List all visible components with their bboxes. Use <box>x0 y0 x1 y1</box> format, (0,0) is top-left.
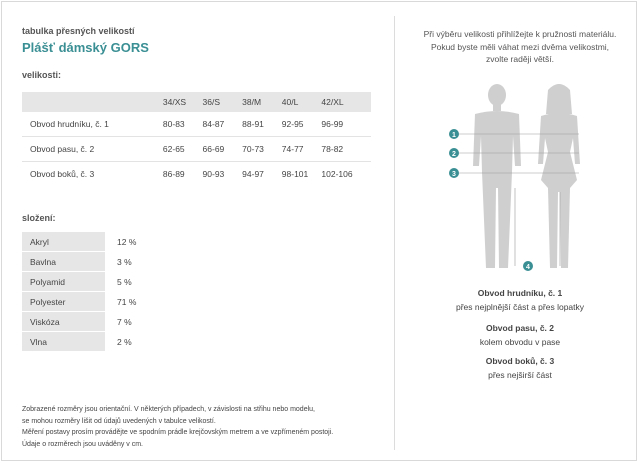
column-divider <box>394 16 395 450</box>
composition-row: Bavlna 3 % <box>22 252 158 272</box>
material-name: Viskóza <box>22 312 105 332</box>
size-value: 94-97 <box>242 169 264 179</box>
svg-text:4: 4 <box>526 264 530 271</box>
marker-1: 1 <box>449 129 459 139</box>
table-row: Obvod hrudníku, č. 1 80-83 84-87 88-91 9… <box>22 112 371 137</box>
legend-heading: Obvod hrudníku, č. 1 <box>477 288 563 298</box>
composition-row: Viskóza 7 % <box>22 312 158 332</box>
table-row: Obvod pasu, č. 2 62-65 66-69 70-73 74-77… <box>22 136 371 162</box>
measurement-lines <box>458 133 579 266</box>
page-subtitle: tabulka přesných velikostí <box>22 26 135 36</box>
composition-table: Akryl 12 % Bavlna 3 % Polyamid 5 % Polye… <box>22 232 158 352</box>
note-line: Zobrazené rozměry jsou orientační. V něk… <box>22 406 315 413</box>
legend-text: přes nejširší část <box>488 370 552 380</box>
material-name: Bavlna <box>22 252 105 272</box>
legend-chest: Obvod hrudníku, č. 1 přes nejplnější čás… <box>402 288 638 312</box>
material-name: Polyamid <box>22 272 105 292</box>
svg-text:2: 2 <box>452 151 456 158</box>
measure-name: Obvod pasu, č. 2 <box>22 136 163 162</box>
size-value: 88-91 <box>242 112 282 137</box>
size-value: 86-89 <box>162 169 185 179</box>
svg-text:1: 1 <box>452 132 456 139</box>
size-col-header: 42/XL <box>321 97 344 107</box>
advice-line: Pokud byste měli váhat mezi dvěma veliko… <box>430 41 610 52</box>
size-value: 74-77 <box>281 136 322 162</box>
size-col-header <box>22 92 163 112</box>
size-col-header: 40/L <box>281 97 299 107</box>
size-col-header: 34/XS <box>162 97 187 107</box>
page-title: Plášť dámský GORS <box>22 40 149 55</box>
note-line: Údaje o rozměrech jsou uváděny v cm. <box>22 440 143 448</box>
legend-text: přes nejplnější část a přes lopatky <box>455 302 585 312</box>
size-table: 34/XS 36/S 38/M 40/L 42/XL Obvod hrudník… <box>22 92 371 186</box>
legend-hips: Obvod boků, č. 3 přes nejširší část <box>402 356 638 380</box>
material-percent: 5 % <box>117 277 132 287</box>
material-name: Vlna <box>22 332 105 352</box>
size-value: 66-69 <box>202 136 243 162</box>
advice-line: zvolte raději větší. <box>485 54 555 64</box>
size-value: 70-73 <box>242 136 282 162</box>
size-col-header: 38/M <box>242 97 262 107</box>
female-silhouette <box>538 84 580 268</box>
size-advice: Při výběru velikosti přihlížejte k pružn… <box>402 28 638 66</box>
composition-row: Vlna 2 % <box>22 332 158 352</box>
size-value: 62-65 <box>162 136 203 162</box>
composition-row: Polyester 71 % <box>22 292 158 312</box>
size-value: 90-93 <box>202 169 225 179</box>
material-name: Akryl <box>22 232 105 252</box>
size-value: 98-101 <box>281 169 309 179</box>
size-value: 96-99 <box>321 112 371 137</box>
material-name: Polyester <box>22 292 105 312</box>
legend-heading: Obvod boků, č. 3 <box>485 356 555 366</box>
marker-4: 4 <box>523 261 533 271</box>
male-silhouette <box>473 84 521 268</box>
legend-text: kolem obvodu v pase <box>479 337 561 347</box>
body-measurement-figures: 1 2 3 4 <box>449 84 580 271</box>
note-line: Měření postavy prosím provádějte ve spod… <box>22 429 334 436</box>
size-table-header: 34/XS 36/S 38/M 40/L 42/XL <box>22 92 371 112</box>
material-percent: 2 % <box>117 337 132 347</box>
composition-section-label: složení: <box>22 213 56 223</box>
legend-heading: Obvod pasu, č. 2 <box>485 323 555 333</box>
size-value: 84-87 <box>202 112 243 137</box>
measurement-note: Zobrazené rozměry jsou orientační. V něk… <box>22 404 333 450</box>
size-value: 92-95 <box>281 112 322 137</box>
svg-text:3: 3 <box>452 171 456 178</box>
size-col-header: 36/S <box>202 97 221 107</box>
advice-line: Při výběru velikosti přihlížejte k pružn… <box>423 29 617 39</box>
composition-row: Akryl 12 % <box>22 232 158 252</box>
note-line: se mohou rozměry lišit od údajů uvedenýc… <box>22 417 216 425</box>
material-percent: 3 % <box>117 257 132 267</box>
table-row: Obvod boků, č. 3 86-89 90-93 94-97 98-10… <box>22 162 371 187</box>
composition-row: Polyamid 5 % <box>22 272 158 292</box>
marker-2: 2 <box>449 148 459 158</box>
size-value: 80-83 <box>162 112 203 137</box>
marker-3: 3 <box>449 168 459 178</box>
material-percent: 71 % <box>117 297 137 307</box>
measure-name: Obvod hrudníku, č. 1 <box>22 112 163 137</box>
size-value: 78-82 <box>321 136 371 162</box>
size-value: 102-106 <box>321 169 353 179</box>
legend-waist: Obvod pasu, č. 2 kolem obvodu v pase <box>402 323 638 347</box>
sizes-section-label: velikosti: <box>22 70 62 80</box>
material-percent: 12 % <box>117 237 137 247</box>
material-percent: 7 % <box>117 317 132 327</box>
measure-name: Obvod boků, č. 3 <box>30 169 95 179</box>
